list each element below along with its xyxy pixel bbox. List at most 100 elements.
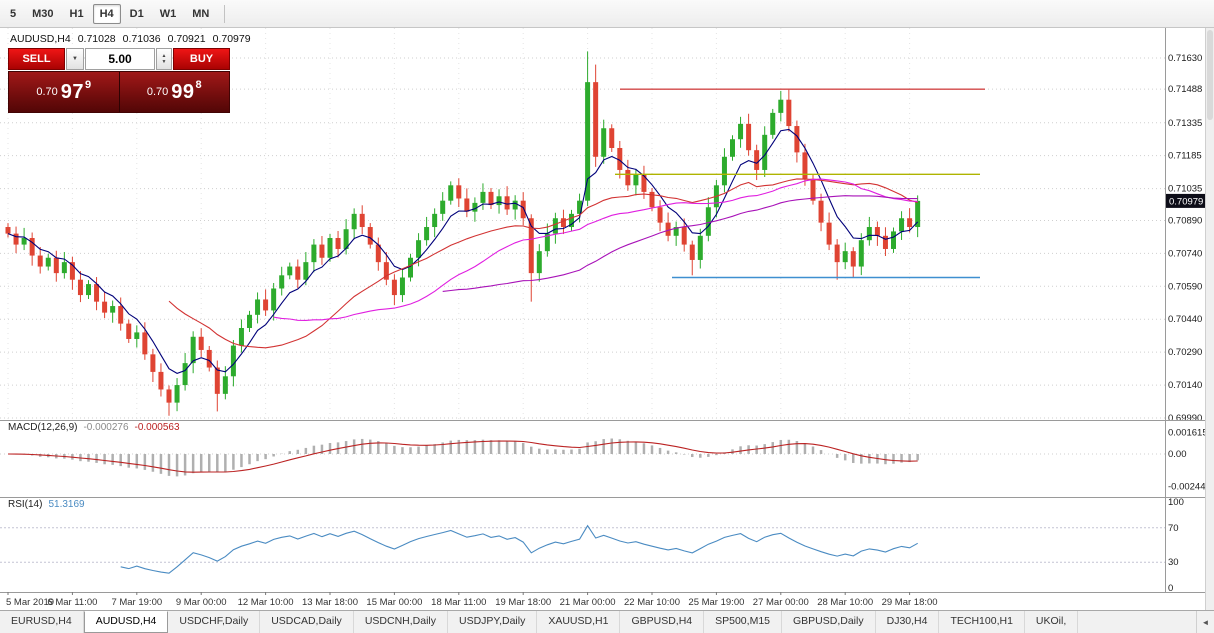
scrollbar-thumb[interactable] xyxy=(1207,30,1213,120)
triangle-left-icon: ◄ xyxy=(1201,617,1210,627)
candle-body xyxy=(899,218,905,232)
ohlc-low: 0.70921 xyxy=(167,33,206,45)
candle-body xyxy=(528,218,534,274)
candle-body xyxy=(21,238,27,245)
chart-tab-ukoil[interactable]: UKOil, xyxy=(1025,611,1079,633)
price-axis-label: 0.69990 xyxy=(1168,413,1202,424)
candle-body xyxy=(754,150,760,170)
spinner-up-icon[interactable]: ▲ xyxy=(161,53,167,59)
chart-tab-gbpusd-daily[interactable]: GBPUSD,Daily xyxy=(782,611,876,633)
candle-body xyxy=(609,128,615,148)
chart-area: 0.71630 0.71488 0.71335 0.71185 0.71035 0.708… xyxy=(0,28,1214,610)
candle-body xyxy=(359,213,365,228)
sell-price-main: 0.70 xyxy=(36,86,58,98)
spinner-down-icon[interactable]: ▼ xyxy=(161,59,167,65)
candle-body xyxy=(730,139,735,157)
candle-body xyxy=(496,196,502,206)
candle-body xyxy=(673,227,679,236)
chart-tab-gbpusd-h4[interactable]: GBPUSD,H4 xyxy=(620,611,705,633)
period-button-d1[interactable]: D1 xyxy=(123,4,151,24)
candle-body xyxy=(86,284,91,296)
price-axis-label: 0.70590 xyxy=(1168,281,1202,292)
candle-body xyxy=(762,134,768,170)
candle-body xyxy=(866,227,872,241)
candle-body xyxy=(416,240,422,258)
price-axis-label: 0.71035 xyxy=(1168,184,1202,195)
chart-tab-dj30-h4[interactable]: DJ30,H4 xyxy=(876,611,940,633)
period-button-5[interactable]: 5 xyxy=(3,4,23,24)
time-axis-label: 18 Mar 11:00 xyxy=(431,597,486,608)
candle-body xyxy=(94,284,100,302)
trade-controls-row: SELL ▼ 5.00 ▲ ▼ BUY xyxy=(8,48,230,70)
rsi-indicator-label: RSI(14) 51.3169 xyxy=(8,499,85,510)
candle-body xyxy=(633,174,639,186)
candle-body xyxy=(182,363,188,386)
chart-tabs-strip: EURUSD,H4 AUDUSD,H4 USDCHF,Daily USDCAD,Dai… xyxy=(0,611,1196,633)
chart-tab-eurusd-h4[interactable]: EURUSD,H4 xyxy=(0,611,84,633)
sell-button[interactable]: SELL xyxy=(8,48,65,70)
chart-tab-xauusd-h1[interactable]: XAUUSD,H1 xyxy=(537,611,621,633)
tab-scroll-left-button[interactable]: ◄ xyxy=(1196,611,1214,633)
period-button-h4[interactable]: H4 xyxy=(92,3,121,24)
buy-price[interactable]: 0.70 99 8 xyxy=(120,72,230,112)
candle-body xyxy=(544,233,550,252)
candle-body xyxy=(826,222,832,245)
time-axis-label: 29 Mar 18:00 xyxy=(882,597,938,608)
candle-body xyxy=(53,257,59,274)
volume-dropdown-button[interactable]: ▼ xyxy=(66,48,84,70)
candle-body xyxy=(705,207,711,236)
candle-body xyxy=(255,299,261,315)
period-button-m30[interactable]: M30 xyxy=(25,4,60,24)
candle-body xyxy=(303,262,309,280)
candle-body xyxy=(45,257,51,267)
candle-body xyxy=(327,238,333,258)
volume-input[interactable]: 5.00 xyxy=(85,48,155,70)
buy-button[interactable]: BUY xyxy=(173,48,230,70)
time-axis-label: 28 Mar 10:00 xyxy=(817,597,873,608)
macd-signal-line xyxy=(7,440,918,473)
candlestick-chart[interactable]: 0.716300.714880.713350.711850.710350.708… xyxy=(0,28,1214,610)
time-axis-label: 22 Mar 10:00 xyxy=(624,597,680,608)
candle-body xyxy=(351,213,357,230)
candle-body xyxy=(842,251,848,263)
price-axis-label: 0.70140 xyxy=(1168,380,1202,391)
period-button-mn[interactable]: MN xyxy=(185,4,216,24)
candle-body xyxy=(818,200,824,223)
candle-body xyxy=(150,354,156,372)
candle-body xyxy=(166,389,172,403)
candle-body xyxy=(552,218,558,234)
sell-price-big: 97 xyxy=(60,80,85,103)
price-axis-label: 0.70440 xyxy=(1168,314,1202,325)
candle-body xyxy=(915,200,921,228)
candle-body xyxy=(520,200,526,219)
rsi-axis-label: 0 xyxy=(1168,583,1173,594)
candle-body xyxy=(142,332,148,355)
candle-body xyxy=(834,244,840,263)
candle-body xyxy=(794,126,800,153)
chart-tab-usdcnh-daily[interactable]: USDCNH,Daily xyxy=(354,611,448,633)
period-button-w1[interactable]: W1 xyxy=(153,4,184,24)
time-axis-label: 12 Mar 10:00 xyxy=(238,597,294,608)
chart-tab-usdchf-daily[interactable]: USDCHF,Daily xyxy=(168,611,261,633)
vertical-scrollbar[interactable] xyxy=(1205,28,1214,610)
candle-body xyxy=(689,244,695,260)
candle-body xyxy=(383,262,389,280)
candle-body xyxy=(649,191,655,208)
candle-body xyxy=(5,227,11,234)
chart-tab-audusd-h4[interactable]: AUDUSD,H4 xyxy=(83,611,169,633)
candle-body xyxy=(432,213,438,228)
chart-tab-usdjpy-daily[interactable]: USDJPY,Daily xyxy=(448,611,538,633)
volume-stepper[interactable]: ▲ ▼ xyxy=(156,48,172,70)
period-button-h1[interactable]: H1 xyxy=(63,4,91,24)
moving-average-6 xyxy=(7,128,919,375)
chart-tab-sp500-m15[interactable]: SP500,M15 xyxy=(704,611,782,633)
candle-body xyxy=(311,244,317,263)
time-axis-label: 13 Mar 18:00 xyxy=(302,597,358,608)
chart-tab-usdcad-daily[interactable]: USDCAD,Daily xyxy=(260,611,354,633)
sell-price[interactable]: 0.70 97 9 xyxy=(9,72,119,112)
chart-tab-tech100-h1[interactable]: TECH100,H1 xyxy=(939,611,1025,633)
candle-body xyxy=(174,385,180,403)
candle-body xyxy=(271,288,277,311)
candle-body xyxy=(29,238,35,256)
